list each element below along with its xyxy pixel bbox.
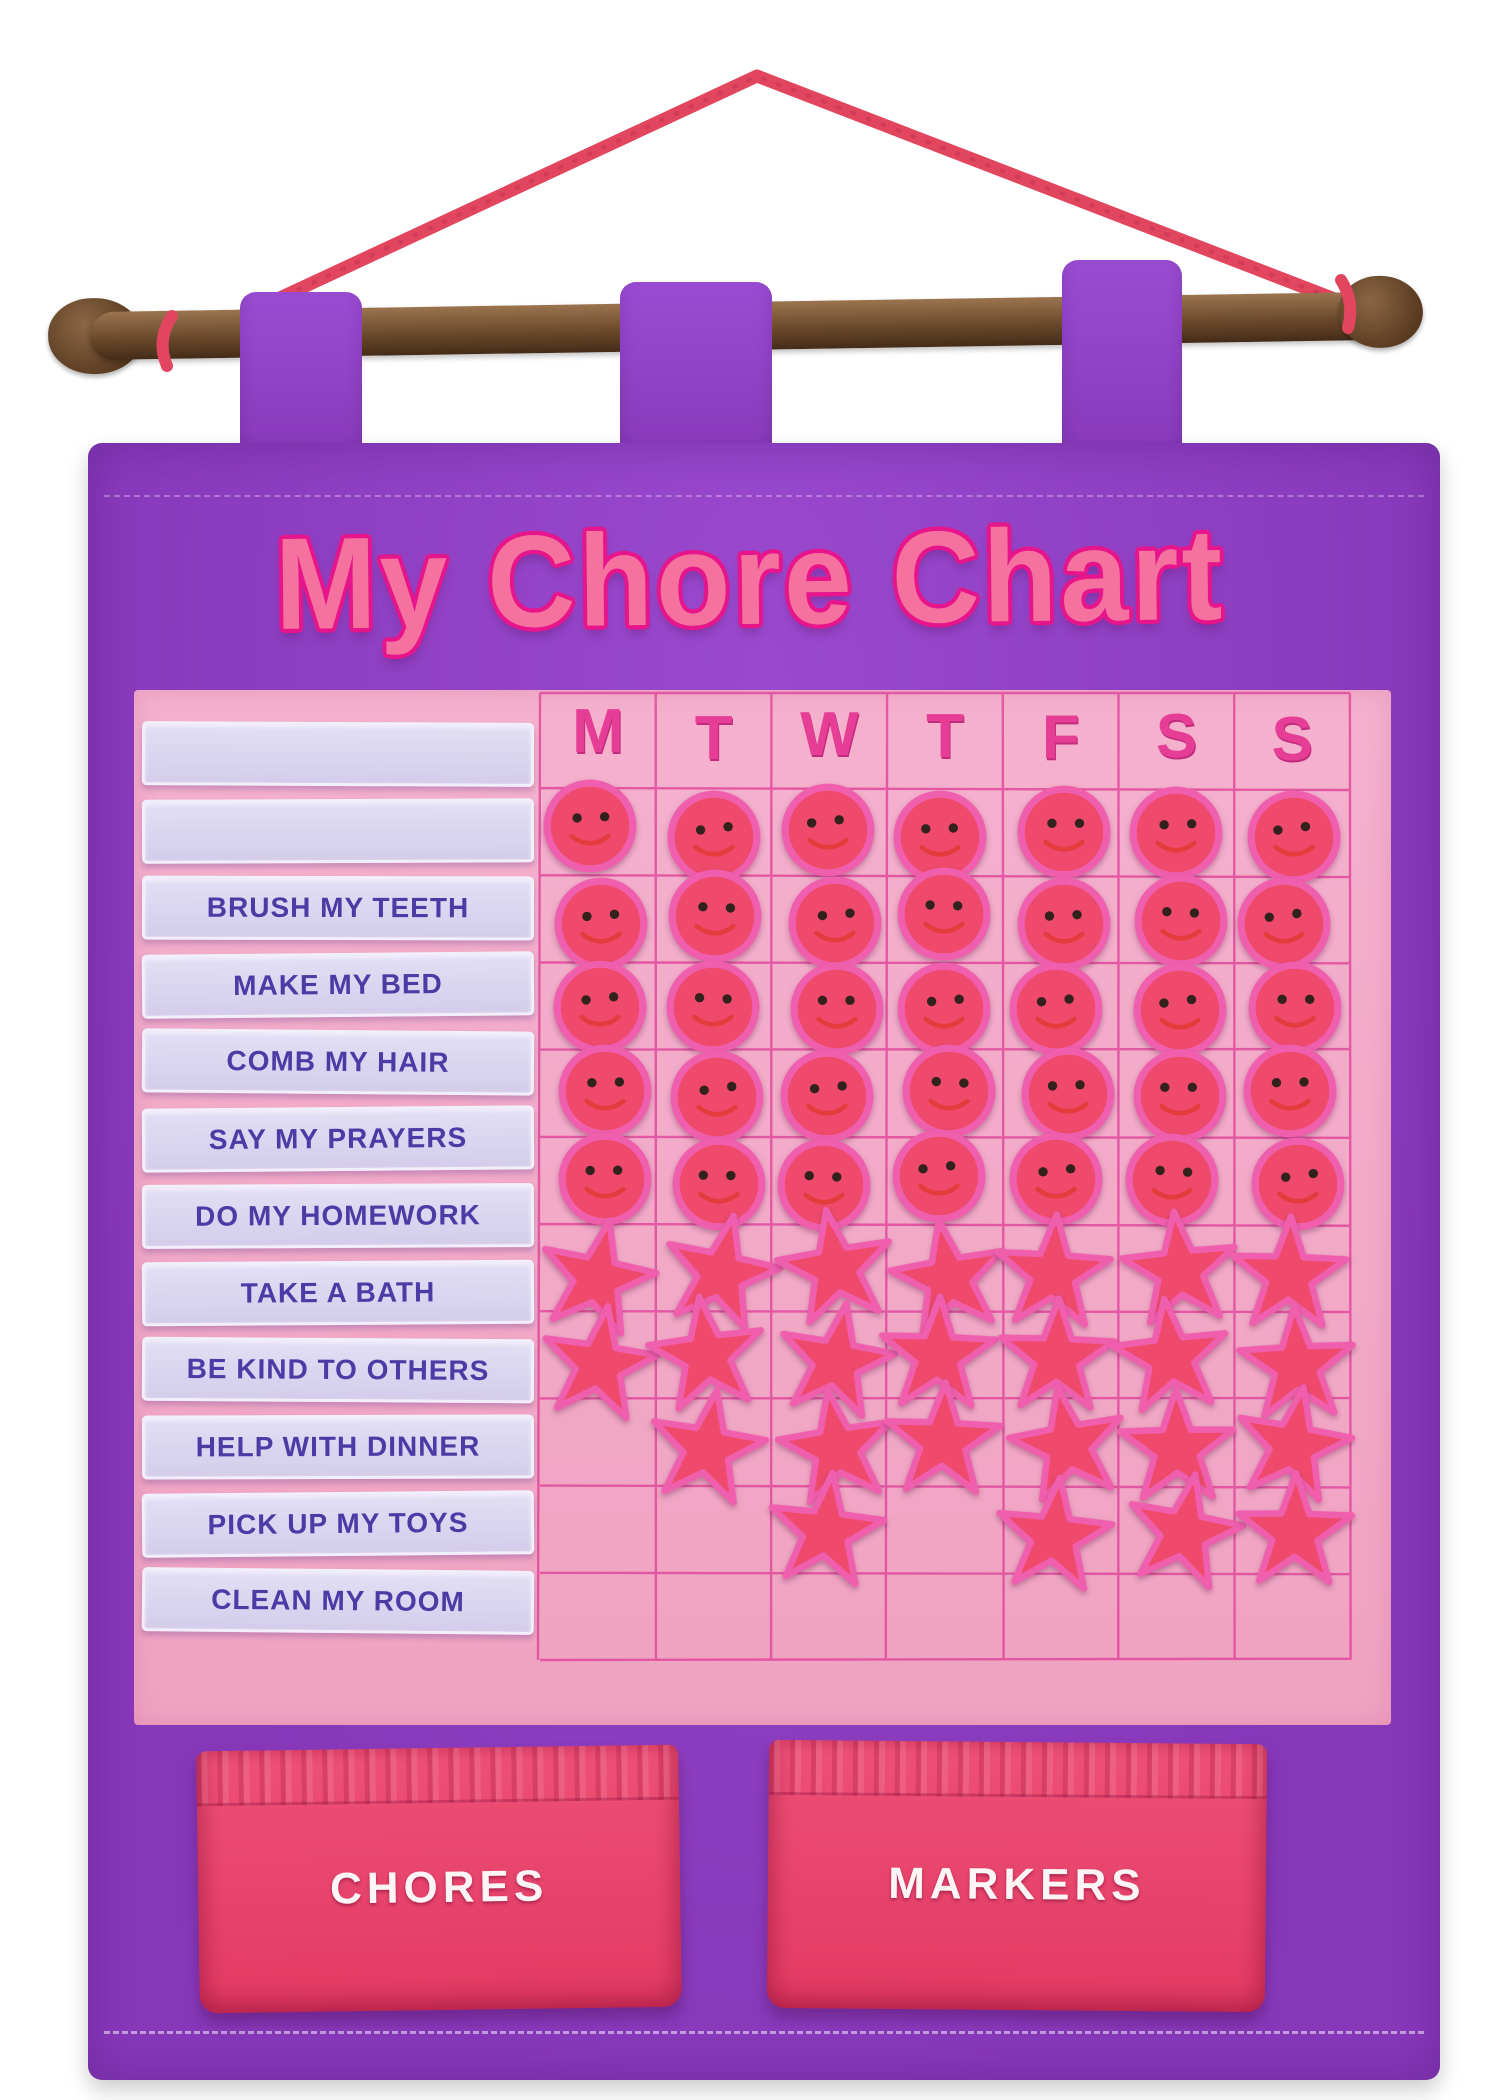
markers-pocket-label: MARKERS	[887, 1858, 1146, 1911]
smiley-marker-icon	[776, 1045, 878, 1147]
chore-label-strip: DO MY HOMEWORK	[141, 1183, 535, 1249]
smiley-marker-icon	[662, 956, 764, 1058]
chore-label-text: TAKE A BATH	[240, 1276, 436, 1309]
smiley-marker-icon	[539, 775, 641, 877]
star-marker-icon	[632, 1374, 782, 1524]
chore-label-text: DO MY HOMEWORK	[195, 1199, 481, 1232]
star-marker-icon	[983, 1466, 1125, 1608]
chore-label-text: BE KIND TO OTHERS	[186, 1353, 490, 1386]
smiley-marker-icon	[664, 865, 766, 967]
smiley-marker-icon	[777, 779, 879, 881]
smiley-marker-icon	[893, 863, 995, 965]
chore-label-text: COMB MY HAIR	[226, 1045, 450, 1078]
day-header: T	[694, 703, 733, 773]
chore-label-text: CLEAN MY ROOM	[211, 1583, 465, 1618]
chore-label-strip: TAKE A BATH	[141, 1259, 535, 1327]
smiley-marker-icon	[554, 1040, 656, 1142]
chart-title: My Chore Chart	[274, 501, 1226, 657]
markers-pocket: MARKERS	[766, 1739, 1268, 2013]
day-header: M	[572, 697, 624, 767]
chore-label-text: MAKE MY BED	[233, 968, 443, 1001]
day-header: T	[926, 702, 965, 772]
chore-label-text: PICK UP MY TOYS	[207, 1506, 469, 1541]
hanging-tab	[1062, 260, 1182, 468]
chore-label-text: BRUSH MY TEETH	[206, 891, 470, 924]
dowel-knob-right	[1338, 275, 1424, 349]
chore-label-strip: MAKE MY BED	[141, 951, 535, 1019]
smiley-marker-icon	[1013, 781, 1115, 883]
star-marker-icon	[754, 1460, 898, 1604]
hanging-tab	[240, 292, 362, 467]
star-marker-icon	[1228, 1467, 1360, 1599]
chore-list: BRUSH MY TEETH MAKE MY BED COMB MY HAIR SAY…	[141, 721, 535, 1635]
smiley-marker-icon	[1125, 782, 1227, 884]
chore-label-strip: BE KIND TO OTHERS	[141, 1336, 535, 1404]
chore-label-strip: HELP WITH DINNER	[141, 1414, 535, 1480]
chore-label-strip: PICK UP MY TOYS	[141, 1490, 535, 1558]
blank-label-strip	[141, 798, 535, 864]
hanging-tab	[620, 282, 772, 468]
day-header: F	[1041, 703, 1080, 773]
smiley-marker-icon	[1130, 870, 1232, 972]
chore-label-text: SAY MY PRAYERS	[208, 1121, 468, 1156]
chores-pocket: CHORES	[196, 1744, 682, 2014]
day-header: S	[1271, 705, 1313, 775]
chore-label-strip: COMB MY HAIR	[141, 1028, 535, 1096]
chore-label-strip: SAY MY PRAYERS	[141, 1105, 535, 1173]
day-header: W	[800, 700, 859, 770]
chore-label-strip: BRUSH MY TEETH	[141, 875, 535, 941]
chore-label-strip: CLEAN MY ROOM	[141, 1567, 535, 1635]
smiley-marker-icon	[1239, 1040, 1341, 1142]
day-header: S	[1155, 701, 1198, 771]
chore-label-text: HELP WITH DINNER	[195, 1430, 481, 1463]
chores-pocket-label: CHORES	[329, 1861, 549, 1914]
blank-label-strip	[141, 721, 535, 787]
